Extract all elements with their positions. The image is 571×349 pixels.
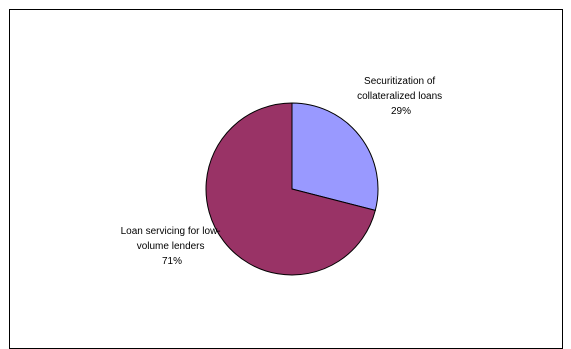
chart-area: Securitization of collateralized loans 2… bbox=[9, 9, 563, 349]
slice-label-loan-servicing: Loan servicing for low- volume lenders 7… bbox=[121, 226, 224, 267]
pie-slices bbox=[205, 102, 379, 276]
slice-label-securitization-line1: Securitization of bbox=[364, 76, 435, 87]
slice-label-loan-servicing-line2: volume lenders bbox=[137, 241, 205, 252]
slice-value-loan-servicing: 71% bbox=[162, 256, 182, 267]
slice-label-securitization: Securitization of collateralized loans 2… bbox=[357, 76, 445, 117]
pie-slice-loan-servicing bbox=[205, 102, 376, 276]
pie-slice-securitization bbox=[291, 102, 379, 211]
slice-label-loan-servicing-line1: Loan servicing for low- bbox=[121, 226, 221, 237]
slice-value-securitization: 29% bbox=[391, 106, 411, 117]
pie-chart: Securitization of collateralized loans 2… bbox=[121, 76, 445, 276]
slice-label-securitization-line2: collateralized loans bbox=[357, 91, 442, 102]
